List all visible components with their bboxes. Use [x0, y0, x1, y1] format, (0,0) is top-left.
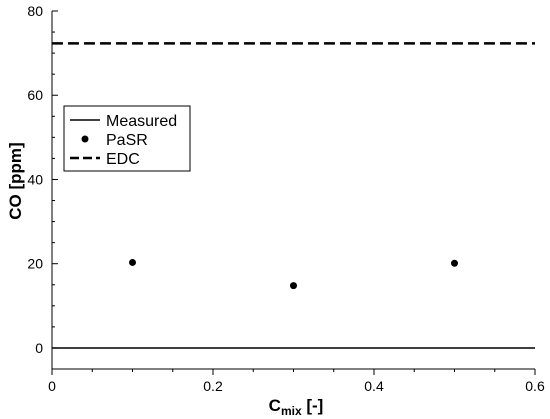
x-axis-title-main: C — [269, 396, 281, 415]
x-tick-label: 0.4 — [364, 378, 384, 394]
x-axis-title-subscript: mix — [281, 404, 302, 418]
x-tick-label: 0.2 — [203, 378, 223, 394]
legend-label-edc: EDC — [106, 151, 140, 168]
plot-area — [52, 42, 535, 349]
data-point-pasr — [290, 282, 297, 290]
x-axis-title-suffix: [-] — [302, 396, 324, 415]
y-tick-label: 40 — [27, 171, 43, 187]
x-tick-label: 0.6 — [525, 378, 545, 394]
legend-swatch-pasr — [81, 135, 89, 143]
y-tick-label: 20 — [27, 256, 43, 272]
data-point-pasr — [451, 259, 458, 267]
x-axis-title: Cmix [-] — [269, 396, 324, 418]
y-axis-title: CO [ppm] — [6, 142, 25, 219]
y-tick-label: 80 — [27, 3, 43, 19]
legend: Measured PaSR EDC — [63, 105, 191, 172]
axes: 0 0.2 0.4 0.6 0 20 40 60 80 — [27, 3, 545, 394]
legend-label-pasr: PaSR — [106, 132, 148, 149]
legend-label-measured: Measured — [106, 113, 177, 130]
data-point-pasr — [129, 258, 136, 266]
x-tick-label: 0 — [48, 378, 56, 394]
y-tick-label: 60 — [27, 87, 43, 103]
y-tick-label: 0 — [35, 340, 43, 356]
